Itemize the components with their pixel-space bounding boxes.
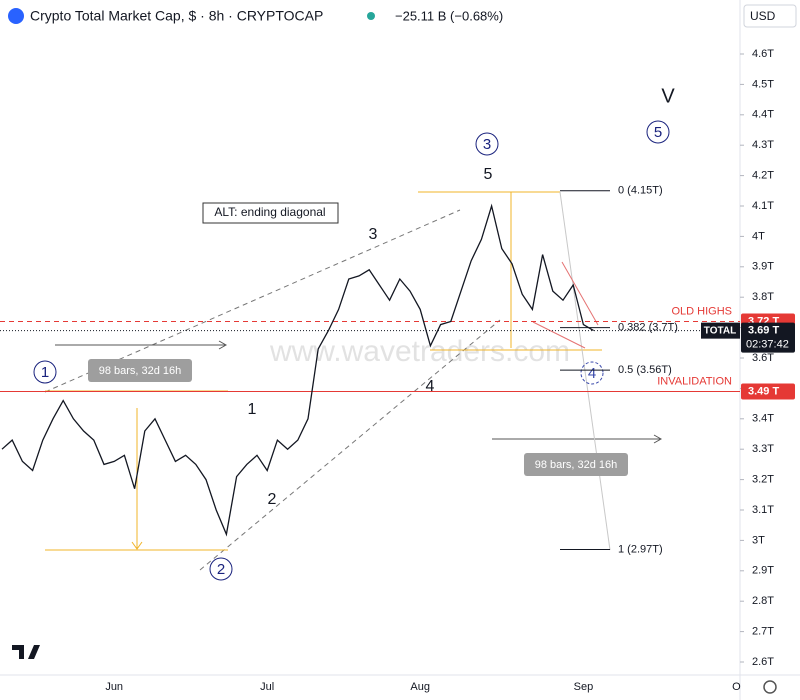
currency-button[interactable] [743,4,797,28]
wave-label: V [661,85,675,107]
wedge-line [532,321,586,349]
wave-circle [646,120,670,144]
wave-label: 1 [41,364,49,381]
fib-label: 0.382 (3.7T) [618,322,678,334]
arrow-head [218,340,228,350]
settings-icon[interactable] [763,680,777,694]
y-tick-label: 2.6T [752,656,774,668]
series-tag-label: TOTAL [704,325,736,336]
price-line [1,203,594,537]
header-change: −25.11 B (−0.68%) [395,8,503,23]
y-tick-label: 2.9T [752,565,774,577]
wave-label: 3 [369,226,378,243]
x-tick-label: Jul [260,681,274,693]
bars-label: 98 bars, 32d 16h [99,365,182,377]
trend-line [199,319,501,571]
wave-label: 5 [654,124,662,141]
x-tick-label: Aug [410,681,430,693]
y-tick-label: 3.6T [752,352,774,364]
y-tick-label: 3.3T [752,443,774,455]
wave-label: 4 [588,365,596,382]
level-label: INVALIDATION [657,375,732,387]
annotation: ALT: ending diagonal [214,205,325,219]
y-tick-label: 4T [752,230,765,242]
bars-label-box [524,453,628,476]
fib-label: 0 (4.15T) [618,185,663,197]
wave-circle [209,557,233,581]
logo [8,8,24,24]
level-label: OLD HIGHS [671,305,732,317]
wedge-line [561,261,599,326]
arrow-head [653,434,663,444]
price-tag [741,383,795,400]
annotation-box [202,202,339,224]
bars-label: 98 bars, 32d 16h [535,459,618,471]
x-tick-label: Jun [105,681,123,693]
wave-label: 5 [484,166,493,183]
wave-circle [580,361,604,385]
y-tick-label: 3T [752,534,765,546]
y-tick-label: 3.8T [752,291,774,303]
y-tick-label: 4.1T [752,200,774,212]
arrow-head [131,541,143,550]
header-title: Crypto Total Market Cap, $ · 8h · CRYPTO… [30,8,323,24]
price-tag-label: 3.69 T [748,325,779,337]
fib-trend [559,191,611,551]
wave-circle [475,132,499,156]
y-tick-label: 4.2T [752,170,774,182]
wave-label: 1 [248,401,257,418]
fib-label: 1 (2.97T) [618,543,663,555]
wave-label: 3 [483,136,491,153]
fib-label: 0.5 (3.56T) [618,364,672,376]
x-tick-label: O [732,681,741,693]
y-tick-label: 4.4T [752,109,774,121]
currency[interactable]: USD [750,9,776,23]
status-dot [367,12,375,20]
y-tick-label: 3.2T [752,474,774,486]
price-tag [741,322,795,353]
watermark: www.wavetraders.com [269,335,570,368]
wave-label: 4 [426,378,435,395]
y-tick-label: 4.3T [752,139,774,151]
y-tick-label: 4.5T [752,78,774,90]
y-tick-label: 3.4T [752,413,774,425]
bars-label-box [88,359,192,382]
wave-label: 2 [268,491,277,508]
price-tag-label: 3.49 T [748,385,779,397]
y-tick-label: 3.1T [752,504,774,516]
wave-label: 2 [217,561,225,578]
y-tick-label: 2.7T [752,626,774,638]
series-tag [701,322,740,339]
y-tick-label: 2.8T [752,595,774,607]
y-tick-label: 4.6T [752,48,774,60]
tv-logo [12,645,40,659]
countdown: 02:37:42 [746,339,789,351]
x-tick-label: Sep [574,681,594,693]
wave-circle [33,360,57,384]
y-tick-label: 3.9T [752,261,774,273]
